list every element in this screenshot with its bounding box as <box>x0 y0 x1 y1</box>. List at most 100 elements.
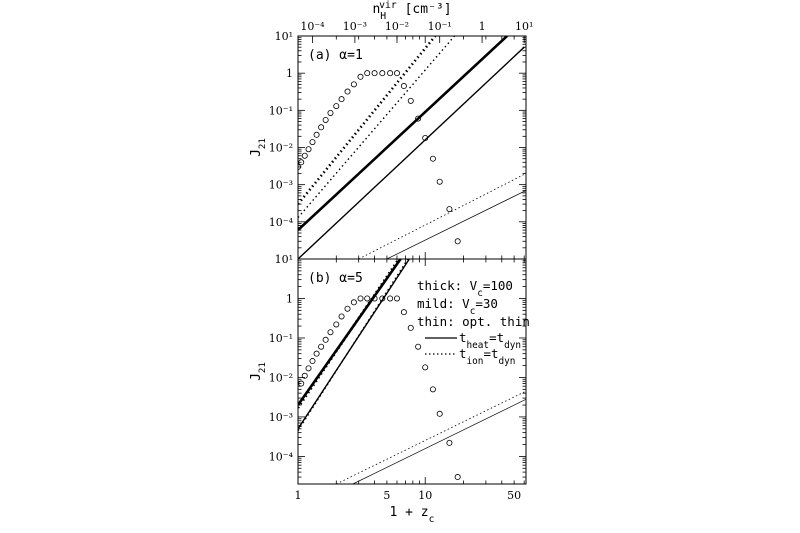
data-point <box>429 386 436 393</box>
series-line-thin-dotted <box>336 390 526 484</box>
panel-label: (b) α=5 <box>308 271 363 286</box>
y-tick-label: 10¹ <box>275 253 293 266</box>
data-point <box>446 439 453 446</box>
series-line-mid-dotted <box>298 36 456 219</box>
y-axis-title: J21 <box>249 362 268 381</box>
panel-label: (a) α=1 <box>308 48 363 63</box>
data-point <box>357 295 364 302</box>
data-point <box>327 109 334 116</box>
data-point <box>344 88 351 95</box>
data-point <box>350 299 357 306</box>
data-point <box>371 295 378 302</box>
data-point <box>333 321 340 328</box>
x-tick-label: 10 <box>418 489 432 502</box>
data-point <box>318 343 325 350</box>
data-point <box>322 116 329 123</box>
data-point <box>446 206 453 213</box>
y-tick-label: 10⁻³ <box>269 179 293 192</box>
legend-text: thick: Vc=100 <box>417 278 513 299</box>
data-point <box>387 295 394 302</box>
series-line-mid-solid <box>298 259 410 430</box>
y-tick-label: 10⁻² <box>269 142 293 155</box>
data-point <box>436 410 443 417</box>
x-axis-title: 1 + zc <box>389 505 434 525</box>
data-point <box>344 305 351 312</box>
plot-frame <box>297 35 527 260</box>
y-tick-label: 1 <box>286 292 293 305</box>
y-tick-label: 1 <box>286 67 293 80</box>
y-axis-title: J21 <box>249 138 268 157</box>
top-axis-tick-label: 10⁻¹ <box>428 20 452 33</box>
chart-panel-a: 10¹ 1 10⁻¹ 10⁻² 10⁻³ 10⁻⁴ 10⁻⁴ 10⁻³ 10⁻² 10⁻¹ 1 10¹… <box>249 0 533 260</box>
data-point <box>415 343 422 350</box>
data-point <box>364 70 371 77</box>
y-tick-label: 10⁻² <box>269 371 293 384</box>
data-point <box>407 324 414 331</box>
data-point <box>338 313 345 320</box>
data-point <box>415 115 422 122</box>
legend-key-label: tion=tdyn <box>459 346 515 367</box>
series-line-thick-dotted <box>298 259 400 409</box>
data-point <box>357 73 364 80</box>
data-point <box>454 474 461 481</box>
x-tick-label: 1 <box>295 489 302 502</box>
data-point <box>422 135 429 142</box>
data-point <box>400 309 407 316</box>
data-point <box>400 83 407 90</box>
data-point <box>436 178 443 185</box>
chart-panel-b: 10¹ 1 10⁻¹ 10⁻² 10⁻³ 10⁻⁴ 1 5 10 50 J21 1 + zc (b) α… <box>249 253 530 525</box>
data-point <box>393 70 400 77</box>
legend-key-label: theat=tdyn <box>459 330 521 351</box>
data-point <box>309 358 316 365</box>
top-axis-tick-label: 10⁻³ <box>343 20 367 33</box>
data-point <box>322 336 329 343</box>
data-point <box>379 70 386 77</box>
data-point <box>305 146 312 153</box>
data-point <box>318 124 325 131</box>
series-line-thin-solid <box>386 190 526 259</box>
x-tick-label: 50 <box>507 489 521 502</box>
data-point <box>313 131 320 138</box>
x-tick-label: 5 <box>383 489 390 502</box>
data-point <box>298 159 305 166</box>
legend-text: thin: opt. thin <box>417 314 530 329</box>
y-tick-label: 10¹ <box>275 30 293 43</box>
series-line-mid-solid <box>298 46 525 259</box>
data-point <box>338 96 345 103</box>
top-axis-tick-label: 1 <box>479 20 486 33</box>
data-point <box>298 163 301 170</box>
plot-area <box>298 36 526 259</box>
data-point <box>305 365 312 372</box>
data-point <box>454 238 461 245</box>
data-point <box>313 350 320 357</box>
data-point <box>407 97 414 104</box>
data-point <box>350 81 357 88</box>
top-axis-tick-label: 10⁻⁴ <box>300 20 325 33</box>
plot-frame <box>297 258 527 485</box>
data-point <box>379 295 386 302</box>
data-point <box>298 380 305 387</box>
plot-area <box>298 259 526 484</box>
data-point <box>393 295 400 302</box>
data-point <box>301 152 308 159</box>
data-point <box>364 295 371 302</box>
y-tick-label: 10⁻⁴ <box>269 450 294 463</box>
y-tick-label: 10⁻³ <box>269 411 293 424</box>
data-point <box>301 372 308 379</box>
data-point <box>333 103 340 110</box>
data-point <box>429 155 436 162</box>
data-point <box>387 70 394 77</box>
data-point <box>327 329 334 336</box>
top-axis-tick-label: 10⁻² <box>385 20 409 33</box>
series-line-thin-solid <box>352 398 526 484</box>
top-axis-tick-label: 10¹ <box>515 20 533 33</box>
y-tick-label: 10⁻⁴ <box>269 216 294 229</box>
series-line-thin-dotted <box>358 173 526 259</box>
series-line-thick-solid <box>298 36 508 232</box>
y-tick-label: 10⁻¹ <box>269 104 293 117</box>
data-point <box>422 364 429 371</box>
data-point <box>309 139 316 146</box>
data-point <box>371 70 378 77</box>
